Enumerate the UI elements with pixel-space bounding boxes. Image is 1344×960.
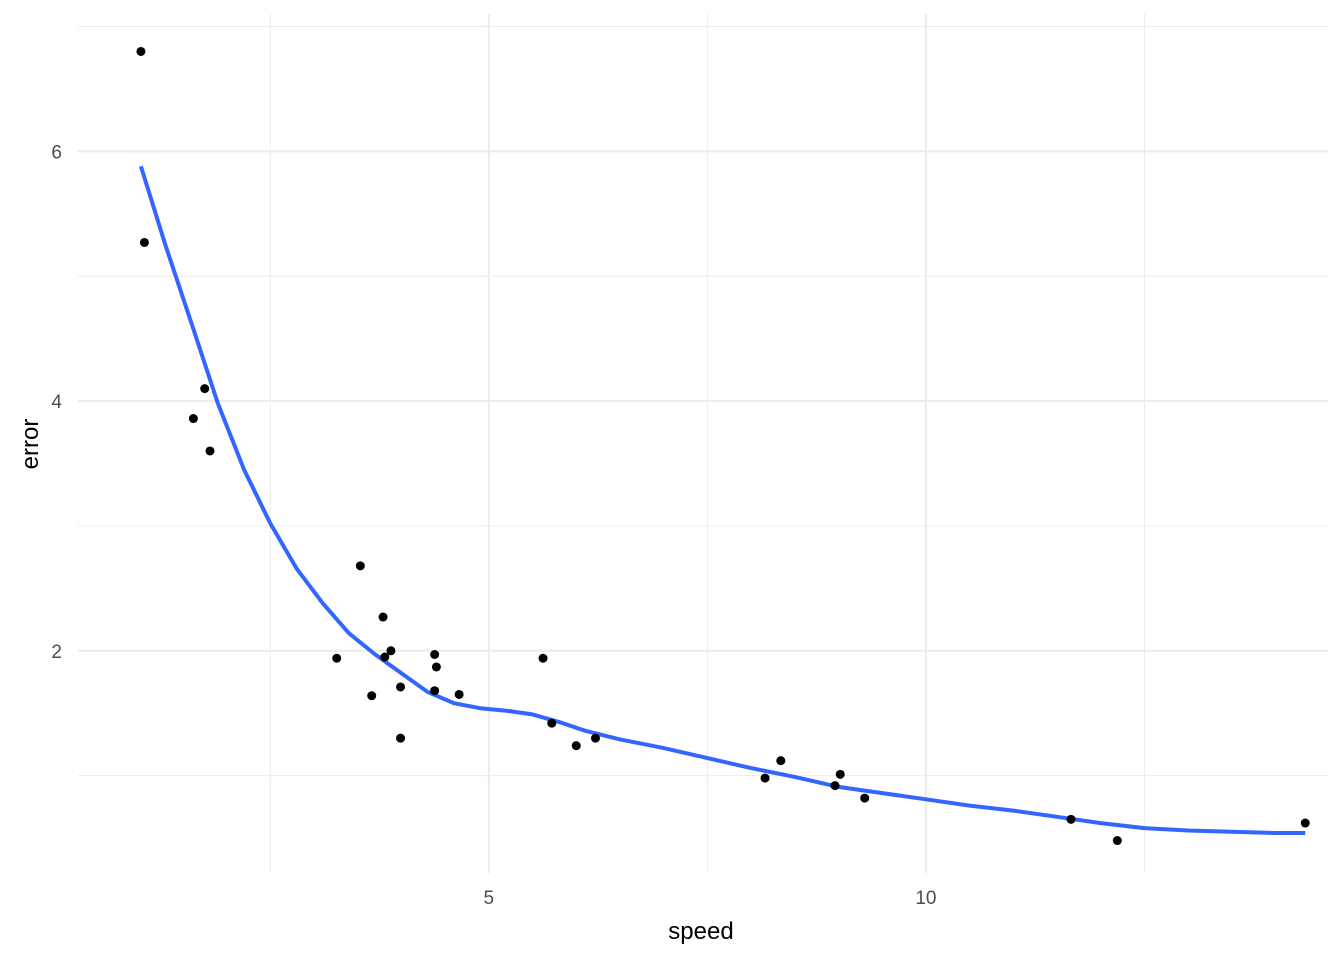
data-point: [136, 46, 146, 56]
data-point: [431, 662, 441, 672]
data-point: [139, 237, 149, 247]
data-point: [430, 686, 440, 696]
data-point: [396, 682, 406, 692]
y-axis-title: error: [17, 419, 44, 470]
data-point: [760, 773, 770, 783]
data-point: [355, 561, 365, 571]
data-point: [835, 769, 845, 779]
data-point: [776, 756, 786, 766]
data-point: [571, 741, 581, 751]
data-point: [367, 691, 377, 701]
data-point: [1300, 818, 1310, 828]
data-point: [538, 653, 548, 663]
x-tick-label: 5: [484, 888, 495, 909]
data-point: [547, 718, 557, 728]
data-point: [1112, 836, 1122, 846]
smooth-curve-group: [138, 165, 1306, 835]
data-point: [396, 733, 406, 743]
y-tick-label: 6: [51, 142, 62, 163]
data-point: [200, 384, 210, 394]
y-tick-label: 4: [51, 392, 62, 413]
minor-gridlines: [78, 14, 1328, 873]
x-tick-label: 10: [915, 888, 936, 909]
x-axis-title: speed: [668, 918, 733, 945]
data-point: [590, 733, 600, 743]
data-point: [188, 414, 198, 424]
data-point: [830, 781, 840, 791]
smooth-trend-line: [138, 165, 1306, 835]
y-axis-ticks: 2 4 6: [51, 142, 62, 662]
data-point: [1066, 814, 1076, 824]
data-point: [332, 653, 342, 663]
data-point: [378, 612, 388, 622]
data-points-group: [136, 46, 1310, 846]
data-point: [386, 646, 396, 656]
y-tick-label: 2: [51, 642, 62, 663]
data-point: [860, 793, 870, 803]
x-axis-ticks: 5 10: [484, 888, 937, 909]
major-gridlines: [78, 14, 1328, 873]
data-point: [380, 652, 390, 662]
data-point: [205, 446, 215, 456]
data-point: [454, 689, 464, 699]
data-point: [430, 650, 440, 660]
